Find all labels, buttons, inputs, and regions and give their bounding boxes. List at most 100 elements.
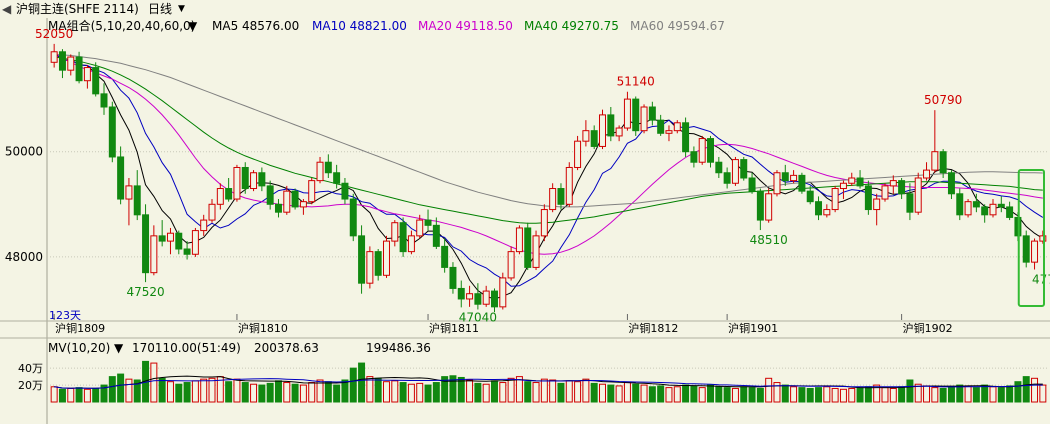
candle-body (382, 240, 390, 276)
volume-bar (881, 387, 889, 403)
ma-line-ma60 (54, 53, 1043, 208)
volume-bar (615, 385, 623, 403)
volume-bar (324, 381, 332, 403)
candle-body (233, 166, 241, 200)
volume-bar (208, 377, 216, 403)
candle-body (432, 224, 440, 247)
volume-bar (864, 386, 872, 403)
volume-bar (707, 384, 715, 403)
volume-bar (158, 377, 166, 403)
volume-bar (623, 382, 631, 403)
candle-body (299, 201, 307, 208)
volume-bar (640, 384, 648, 403)
candle-body (250, 172, 258, 190)
triangle-down-icon[interactable]: ▼ (178, 4, 185, 14)
volume-bar (399, 382, 407, 403)
candle-body (856, 177, 864, 187)
candle-body (1022, 235, 1030, 263)
candle-body (125, 185, 133, 200)
candle-body (208, 203, 216, 221)
triangle-down-icon[interactable]: ▼ (114, 341, 124, 355)
volume-bar (607, 384, 615, 403)
volume-bar (790, 386, 798, 403)
candle-body (682, 122, 690, 153)
volume-bar (308, 382, 316, 403)
candle-body (623, 98, 631, 129)
extreme-label: 51140 (617, 75, 655, 89)
volume-bar (673, 386, 681, 403)
candle-body (765, 193, 773, 221)
ma-line-ma5 (53, 51, 1044, 300)
left-arrow-icon[interactable]: ◀ (2, 2, 12, 16)
volume-bar (906, 379, 914, 403)
candle-body (864, 185, 872, 211)
volume-bar (939, 387, 947, 403)
candle-body (142, 214, 150, 274)
candle-body (258, 172, 266, 187)
ma-line-ma40 (54, 56, 1043, 224)
candle-body (416, 219, 424, 237)
volume-tick-label: 40万 (18, 362, 43, 375)
ma-group-label[interactable]: MA组合(5,10,20,40,60,0) (48, 19, 196, 33)
candle-body (632, 98, 640, 132)
volume-bar (665, 387, 673, 403)
volume-bar (283, 382, 291, 403)
volume-bar (291, 383, 299, 403)
candle-body (391, 222, 399, 242)
volume-bar (67, 387, 75, 403)
y-tick-label: 48000 (5, 250, 43, 264)
candle-body (291, 190, 299, 208)
candle-body (648, 106, 656, 121)
candle-body (673, 122, 681, 132)
triangle-down-icon[interactable]: ▼ (188, 19, 198, 33)
extreme-label: 52050 (35, 27, 73, 41)
candle-body (889, 180, 897, 187)
volume-bar (839, 388, 847, 403)
volume-bar (150, 362, 158, 403)
candle-body (507, 251, 515, 279)
volume-bar (482, 383, 490, 403)
volume-bar (815, 387, 823, 403)
candle-body (308, 180, 316, 203)
volume-bar (574, 381, 582, 403)
volume-bar (657, 385, 665, 403)
volume-bar (341, 379, 349, 403)
candle-body (424, 219, 432, 226)
candle-body (241, 166, 249, 190)
candle-body (225, 188, 233, 200)
candle-body (216, 188, 224, 205)
candle-body (914, 177, 922, 213)
candle-body (324, 161, 332, 174)
volume-bar (756, 387, 764, 403)
volume-bar (166, 381, 174, 403)
mv-group-label[interactable]: MV(10,20) (48, 341, 111, 355)
candle-body (341, 182, 349, 200)
candle-body (50, 51, 58, 63)
candle-body (723, 172, 731, 184)
candle-body (831, 188, 839, 211)
extreme-label: 50790 (924, 93, 962, 107)
ma20-label: MA20 49118.50 (418, 19, 513, 33)
candle-body (997, 203, 1005, 208)
highlight-box (1017, 169, 1045, 307)
extreme-label: 47040 (459, 310, 497, 324)
candle-body (798, 174, 806, 192)
candle-body (540, 209, 548, 237)
candle-body (599, 114, 606, 147)
candle-body (923, 169, 931, 179)
candle-body (582, 130, 590, 142)
period-selector[interactable]: 日线 (148, 2, 173, 16)
volume-bar (449, 375, 457, 403)
candle-body (748, 177, 756, 192)
candle-body (466, 293, 474, 300)
candle-body (823, 209, 831, 216)
ma5-label: MA5 48576.00 (212, 19, 300, 33)
volume-bar (466, 379, 474, 403)
symbol-title[interactable]: 沪铜主连(SHFE 2114) (16, 2, 139, 16)
volume-tick-label: 20万 (18, 379, 43, 392)
volume-bar (798, 387, 806, 403)
volume-bar (233, 378, 241, 403)
volume-bar (599, 383, 606, 403)
y-tick-label: 50000 (5, 145, 43, 159)
